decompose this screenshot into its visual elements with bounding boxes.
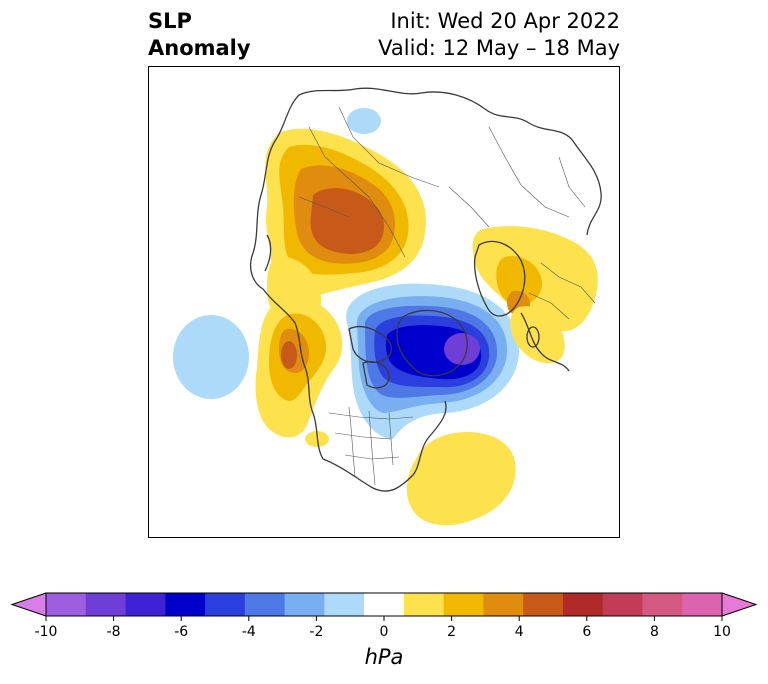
- political-borders: [298, 106, 596, 486]
- title-line-1: SLP: [148, 9, 192, 33]
- colorbar-tick-label: -8: [107, 624, 121, 640]
- colorbar-segment: [523, 593, 564, 616]
- colorbar-segment: [324, 593, 365, 616]
- title-line-2: Anomaly: [148, 36, 251, 60]
- map-title: SLP Anomaly: [148, 8, 251, 62]
- colorbar-segment: [46, 593, 87, 616]
- colorbar-tick-label: -4: [242, 624, 256, 640]
- colorbar-segment: [85, 593, 127, 616]
- map-canvas: [173, 87, 602, 526]
- colorbar-extend-high: [721, 592, 758, 617]
- anomaly-map: [148, 66, 620, 538]
- polar-low-spot: [347, 108, 381, 134]
- colorbar-segment: [284, 593, 325, 616]
- colorbar-unit-label: hPa: [364, 645, 404, 669]
- atlantic-high-anomaly: [406, 432, 516, 526]
- colorbar-segment: [244, 593, 286, 616]
- colorbar-tick-label: 2: [447, 624, 456, 640]
- colorbar-tick-label: 8: [650, 624, 659, 640]
- valid-range-label: Valid: 12 May – 18 May: [378, 36, 620, 60]
- colorbar-tick-label: 0: [380, 624, 389, 640]
- colorbar-tick-label: -6: [174, 624, 188, 640]
- init-date-label: Init: Wed 20 Apr 2022: [390, 9, 620, 33]
- colorbar-segment: [642, 593, 683, 616]
- colorbar-tick-label: 10: [713, 624, 731, 640]
- colorbar-segment: [443, 593, 484, 616]
- colorbar-segment: [125, 593, 166, 616]
- alaska-high-anomaly: [255, 298, 343, 447]
- colorbar-segment: [403, 593, 445, 616]
- coastlines: [249, 87, 602, 492]
- colorbar-segment: [682, 593, 723, 616]
- colorbar-segment: [165, 593, 206, 616]
- colorbar-segment: [602, 593, 643, 616]
- siberia-high-anomaly: [265, 128, 427, 328]
- colorbar-tick-label: -10: [35, 624, 58, 640]
- greenland-low-anomaly: [346, 283, 520, 439]
- colorbar-tick-label: -2: [309, 624, 323, 640]
- colorbar: -10 -8 -6 -4 -2 0 2 4 6 8 10: [10, 592, 758, 640]
- map-subtitle: Init: Wed 20 Apr 2022 Valid: 12 May – 18…: [378, 8, 620, 62]
- colorbar-segment: [364, 593, 405, 616]
- colorbar-extend-low: [10, 592, 47, 617]
- colorbar-segment: [562, 593, 604, 616]
- colorbar-tick-label: 6: [582, 624, 591, 640]
- pacific-low-anomaly: [173, 315, 249, 399]
- colorbar-tick-label: 4: [515, 624, 524, 640]
- colorbar-segment: [483, 593, 524, 616]
- europe-high-anomaly: [472, 226, 598, 364]
- colorbar-segment: [205, 593, 246, 616]
